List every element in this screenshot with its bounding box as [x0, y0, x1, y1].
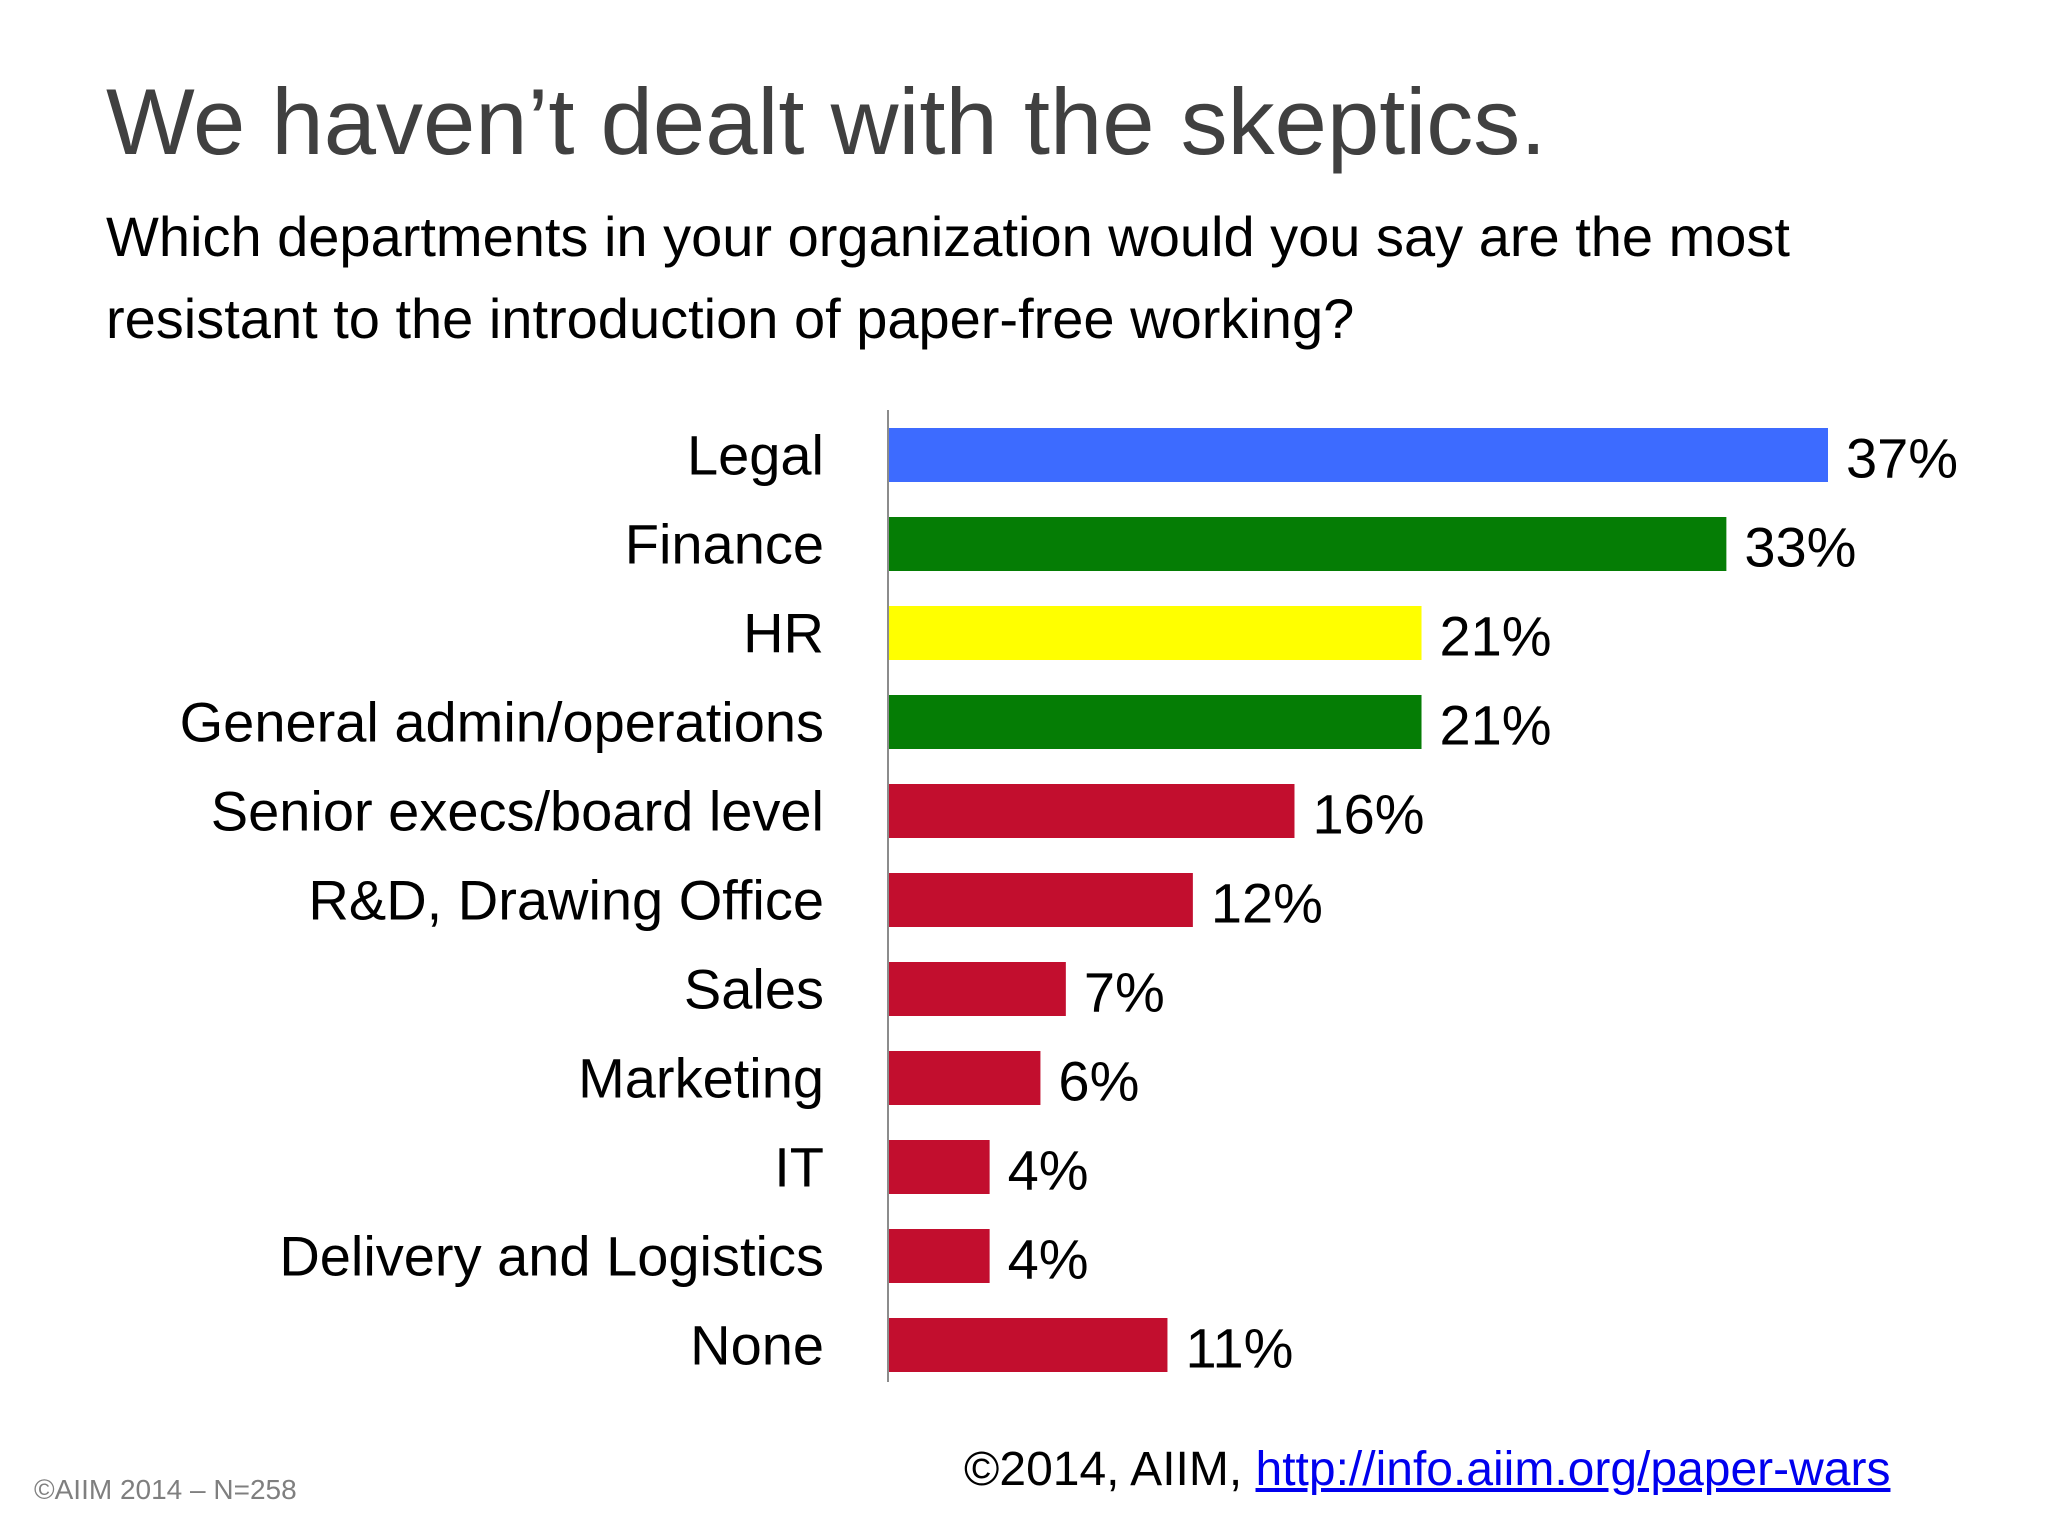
category-label: HR [743, 602, 824, 665]
value-label: 21% [1440, 694, 1552, 757]
bar [888, 1318, 1168, 1372]
bar [888, 962, 1066, 1016]
value-label: 7% [1084, 961, 1165, 1024]
source-citation: ©2014, AIIM, http://info.aiim.org/paper-… [964, 1442, 1890, 1497]
bar [888, 428, 1828, 482]
slide-title: We haven’t dealt with the skeptics. [106, 69, 1547, 174]
category-label: IT [774, 1136, 824, 1199]
value-label: 12% [1211, 872, 1323, 935]
bar-chart: Legal 37% Finance 33% HR 21% General admin/ope… [180, 410, 1958, 1382]
category-label: Sales [684, 958, 824, 1021]
value-label: 33% [1744, 516, 1856, 579]
bar [888, 695, 1422, 749]
category-label: None [690, 1314, 824, 1377]
value-label: 37% [1846, 427, 1958, 490]
category-label: R&D, Drawing Office [308, 869, 824, 932]
value-label: 11% [1185, 1317, 1293, 1380]
category-label: Finance [625, 513, 824, 576]
source-link[interactable]: http://info.aiim.org/paper-wars [1255, 1443, 1891, 1496]
sample-size-note: ©AIIM 2014 – N=258 [34, 1474, 297, 1505]
value-label: 6% [1058, 1050, 1139, 1113]
bar [888, 517, 1727, 571]
bar [888, 1051, 1041, 1105]
value-label: 4% [1008, 1228, 1089, 1291]
bar [888, 1140, 990, 1194]
bar [888, 873, 1193, 927]
survey-question: Which departments in your organization w… [106, 205, 1790, 350]
category-label: Legal [687, 424, 824, 487]
category-label: General admin/operations [180, 691, 824, 754]
bar [888, 606, 1422, 660]
category-label: Senior execs/board level [211, 780, 824, 843]
copyright-text: ©2014, AIIM, [964, 1443, 1256, 1496]
value-label: 21% [1440, 605, 1552, 668]
value-label: 16% [1312, 783, 1424, 846]
category-label: Marketing [578, 1047, 824, 1110]
bar [888, 1229, 990, 1283]
category-label: Delivery and Logistics [279, 1225, 824, 1288]
bar [888, 784, 1295, 838]
value-label: 4% [1008, 1139, 1089, 1202]
